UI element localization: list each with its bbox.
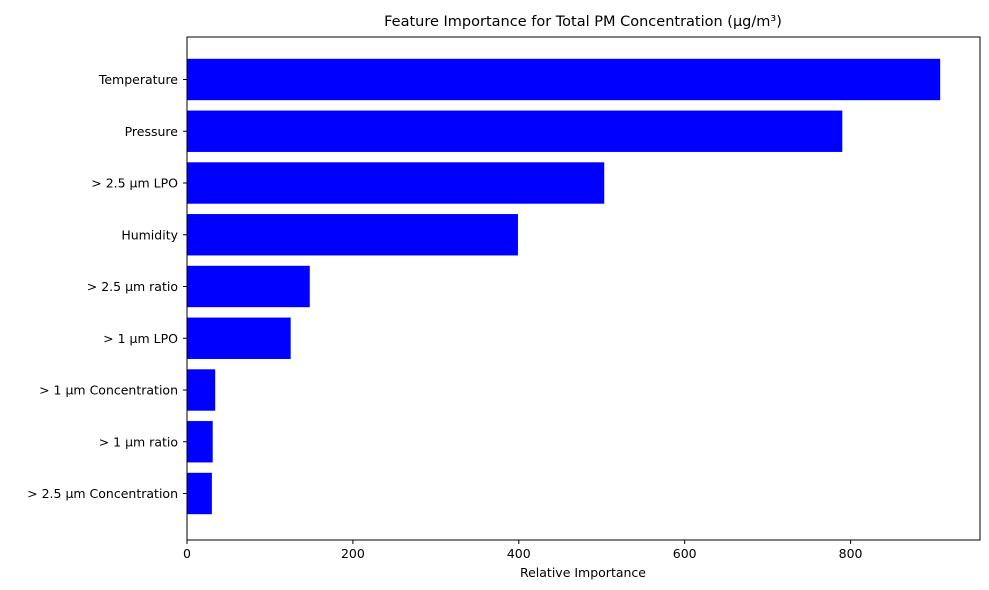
bar-4: [187, 265, 310, 308]
chart-title: Feature Importance for Total PM Concentr…: [384, 14, 782, 30]
y-tick-label: > 1 µm Concentration: [39, 383, 178, 398]
x-tick-label: 400: [507, 546, 531, 561]
bar-6: [187, 162, 605, 204]
bar-2: [187, 369, 216, 411]
y-tick-label: Temperature: [98, 72, 178, 87]
y-tick-label: > 1 µm LPO: [103, 331, 178, 346]
y-axis-ticks: > 2.5 µm Concentration > 1 µm ratio > 1 µm…: [27, 72, 187, 501]
bar-7: [187, 110, 843, 152]
y-tick-label: Pressure: [125, 124, 179, 139]
x-axis-ticks: 0 200 400 600 800: [183, 540, 863, 561]
bar-0: [187, 472, 212, 515]
bars-group: [187, 58, 941, 515]
bar-1: [187, 421, 213, 463]
y-tick-label: > 2.5 µm Concentration: [27, 486, 178, 501]
x-tick-label: 200: [341, 546, 365, 561]
bar-5: [187, 214, 518, 256]
y-tick-label: Humidity: [121, 227, 178, 242]
bar-8: [187, 58, 941, 101]
y-tick-label: > 2.5 µm ratio: [87, 279, 178, 294]
x-axis-label: Relative Importance: [520, 565, 646, 580]
y-tick-label: > 2.5 µm LPO: [91, 176, 178, 191]
x-tick-label: 600: [673, 546, 697, 561]
plot-frame: [186, 36, 981, 541]
y-tick-label: > 1 µm ratio: [99, 434, 178, 449]
bar-3: [187, 317, 291, 359]
x-tick-label: 800: [839, 546, 863, 561]
x-tick-label: 0: [183, 546, 191, 561]
